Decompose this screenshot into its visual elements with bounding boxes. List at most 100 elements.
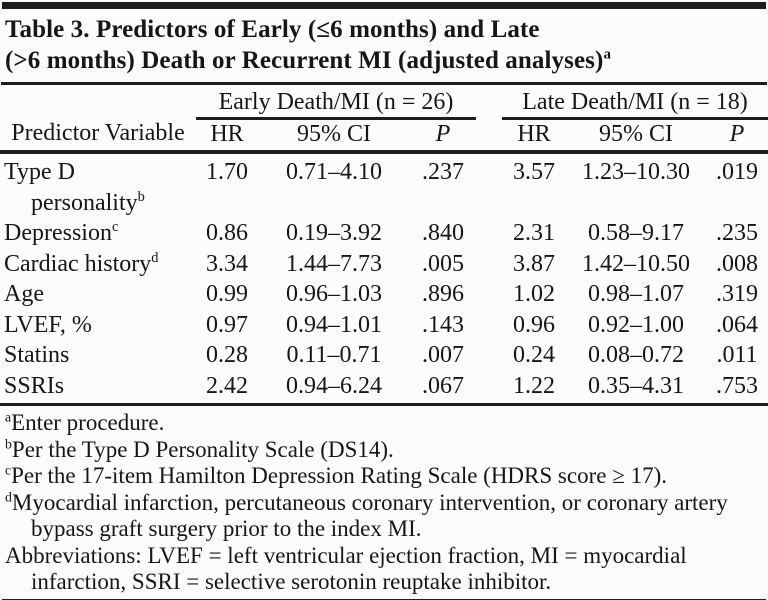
gap-cell: [476, 279, 502, 310]
footnote-text: Enter procedure.: [11, 410, 165, 435]
late-ci-value: 1.23–10.30: [582, 159, 690, 185]
late-hr-value: 1.22: [502, 370, 566, 406]
footnote-text: Per the Type D Personality Scale (DS14).: [11, 436, 394, 462]
title-line-1: Table 3. Predictors of Early (≤6 months)…: [5, 16, 540, 43]
footnote-a: aEnter procedure.: [5, 410, 763, 437]
footnote-d: dMyocardial infarction, percutaneous cor…: [5, 488, 763, 543]
results-table: Early Death/MI (n = 26) Late Death/MI (n…: [0, 85, 768, 406]
column-group-row: Early Death/MI (n = 26) Late Death/MI (n…: [0, 85, 768, 120]
table-row-ssris: SSRIs 2.42 0.94–6.24 .067 1.22 0.35–4.31…: [0, 370, 768, 406]
early-hr-value: 3.34: [206, 250, 248, 277]
title-line-2: (>6 months) Death or Recurrent MI (adjus…: [5, 47, 604, 74]
late-ci-value: 0.58–9.17: [588, 220, 684, 246]
title-footnote-marker: a: [603, 46, 612, 63]
late-p-value: .319: [716, 281, 758, 307]
header-late-hr: HR: [502, 118, 566, 154]
gap-cell: [476, 340, 502, 371]
group-gap: [476, 85, 502, 119]
footnote-b: bPer the Type D Personality Scale (DS14)…: [5, 435, 763, 464]
col-group-late: Late Death/MI (n = 18): [502, 85, 768, 120]
spanner-spacer: [0, 85, 196, 119]
late-hr-value: 3.87: [513, 250, 555, 277]
early-ci-value: 0.94–1.01: [286, 311, 382, 338]
early-hr-value: 0.28: [206, 342, 248, 368]
late-ci-value: 0.08–0.72: [588, 342, 684, 368]
late-p-value: .008: [716, 250, 758, 277]
table-row-depression: Depressionc 0.86 0.19–3.92 .840 2.31 0.5…: [0, 218, 768, 249]
header-early-hr: HR: [196, 118, 258, 154]
late-p-value: .235: [716, 220, 758, 246]
early-p-value: .143: [422, 311, 464, 338]
early-ci-value: 0.94–6.24: [258, 370, 410, 406]
predictor-cell: Type D personalityb: [0, 152, 196, 218]
header-predictor: Predictor Variable: [0, 118, 196, 154]
late-hr-value: 0.24: [513, 342, 555, 368]
early-p-value: .896: [422, 281, 464, 307]
early-ci-value: 0.71–4.10: [286, 159, 382, 185]
early-p-value: .005: [422, 250, 464, 277]
predictor-label: LVEF, %: [4, 311, 92, 338]
early-ci-value: 0.96–1.03: [286, 281, 382, 307]
footnote-text: Abbreviations: LVEF = left ventricular e…: [5, 542, 687, 595]
late-hr-value: 0.96: [513, 311, 555, 338]
header-late-ci: 95% CI: [566, 118, 706, 154]
predictor-cell: LVEF, %: [0, 310, 196, 341]
footnote-marker: d: [151, 249, 159, 266]
early-p-value: .237: [422, 159, 464, 185]
footnote-marker: a: [5, 409, 12, 425]
early-ci-value: 0.11–0.71: [286, 342, 382, 368]
late-ci-value: 0.35–4.31: [566, 370, 706, 406]
late-hr-value: 3.57: [513, 159, 555, 185]
early-p-value: .840: [422, 220, 464, 246]
predictor-cell: Cardiac historyd: [0, 249, 196, 280]
footnote-marker: c: [5, 462, 12, 478]
gap-cell: [476, 152, 502, 218]
header-gap: [476, 118, 502, 154]
predictor-cell: Depressionc: [0, 218, 196, 249]
late-p-value: .019: [716, 159, 758, 185]
late-p-value: .064: [716, 311, 758, 338]
footnotes-block: aEnter procedure. bPer the Type D Person…: [0, 406, 768, 596]
early-ci-value: 0.19–3.92: [286, 220, 382, 246]
table-row-cardiac-history: Cardiac historyd 3.34 1.44–7.73 .005 3.8…: [0, 249, 768, 280]
late-ci-value: 1.42–10.50: [582, 250, 690, 277]
predictor-label: Depression: [4, 220, 112, 246]
footnote-marker: d: [5, 488, 12, 504]
table-title: Table 3. Predictors of Early (≤6 months)…: [0, 9, 768, 82]
footnote-text: Per the 17-item Hamilton Depression Rati…: [11, 463, 667, 488]
footnote-marker: c: [111, 219, 119, 235]
early-hr-value: 0.99: [206, 281, 248, 307]
gap-cell: [476, 370, 502, 406]
predictor-label: Cardiac history: [4, 250, 152, 277]
predictor-label: SSRIs: [4, 372, 65, 399]
table-row-type-d: Type D personalityb 1.70 0.71–4.10 .237 …: [0, 152, 768, 218]
predictor-label: Type D: [4, 159, 75, 185]
early-hr-value: 2.42: [196, 370, 258, 406]
early-p-value: .067: [410, 370, 476, 406]
table-row-statins: Statins 0.28 0.11–0.71 .007 0.24 0.08–0.…: [0, 340, 768, 371]
gap-cell: [476, 218, 502, 249]
gap-cell: [476, 249, 502, 280]
predictor-cell: Statins: [0, 340, 196, 371]
top-rule: [2, 2, 766, 9]
bottom-double-rule: [2, 598, 766, 600]
late-ci-value: 0.98–1.07: [588, 281, 684, 307]
predictor-label-line2: personality: [31, 189, 138, 216]
early-hr-value: 0.97: [206, 311, 248, 338]
footnote-marker: b: [5, 435, 12, 451]
predictor-label: Statins: [4, 342, 70, 368]
predictor-cell: SSRIs: [0, 370, 196, 406]
header-late-p: P: [706, 118, 768, 154]
header-early-ci: 95% CI: [258, 118, 410, 154]
footnote-marker: b: [137, 188, 145, 205]
early-ci-value: 1.44–7.73: [286, 250, 382, 277]
header-early-p: P: [410, 118, 476, 154]
late-p-value: .753: [706, 370, 768, 406]
predictor-cell: Age: [0, 279, 196, 310]
col-group-early: Early Death/MI (n = 26): [196, 85, 476, 120]
early-hr-value: 1.70: [206, 159, 248, 185]
early-hr-value: 0.86: [206, 220, 248, 246]
footnote-c: cPer the 17-item Hamilton Depression Rat…: [5, 463, 763, 490]
footnote-abbreviations: Abbreviations: LVEF = left ventricular e…: [5, 543, 763, 596]
